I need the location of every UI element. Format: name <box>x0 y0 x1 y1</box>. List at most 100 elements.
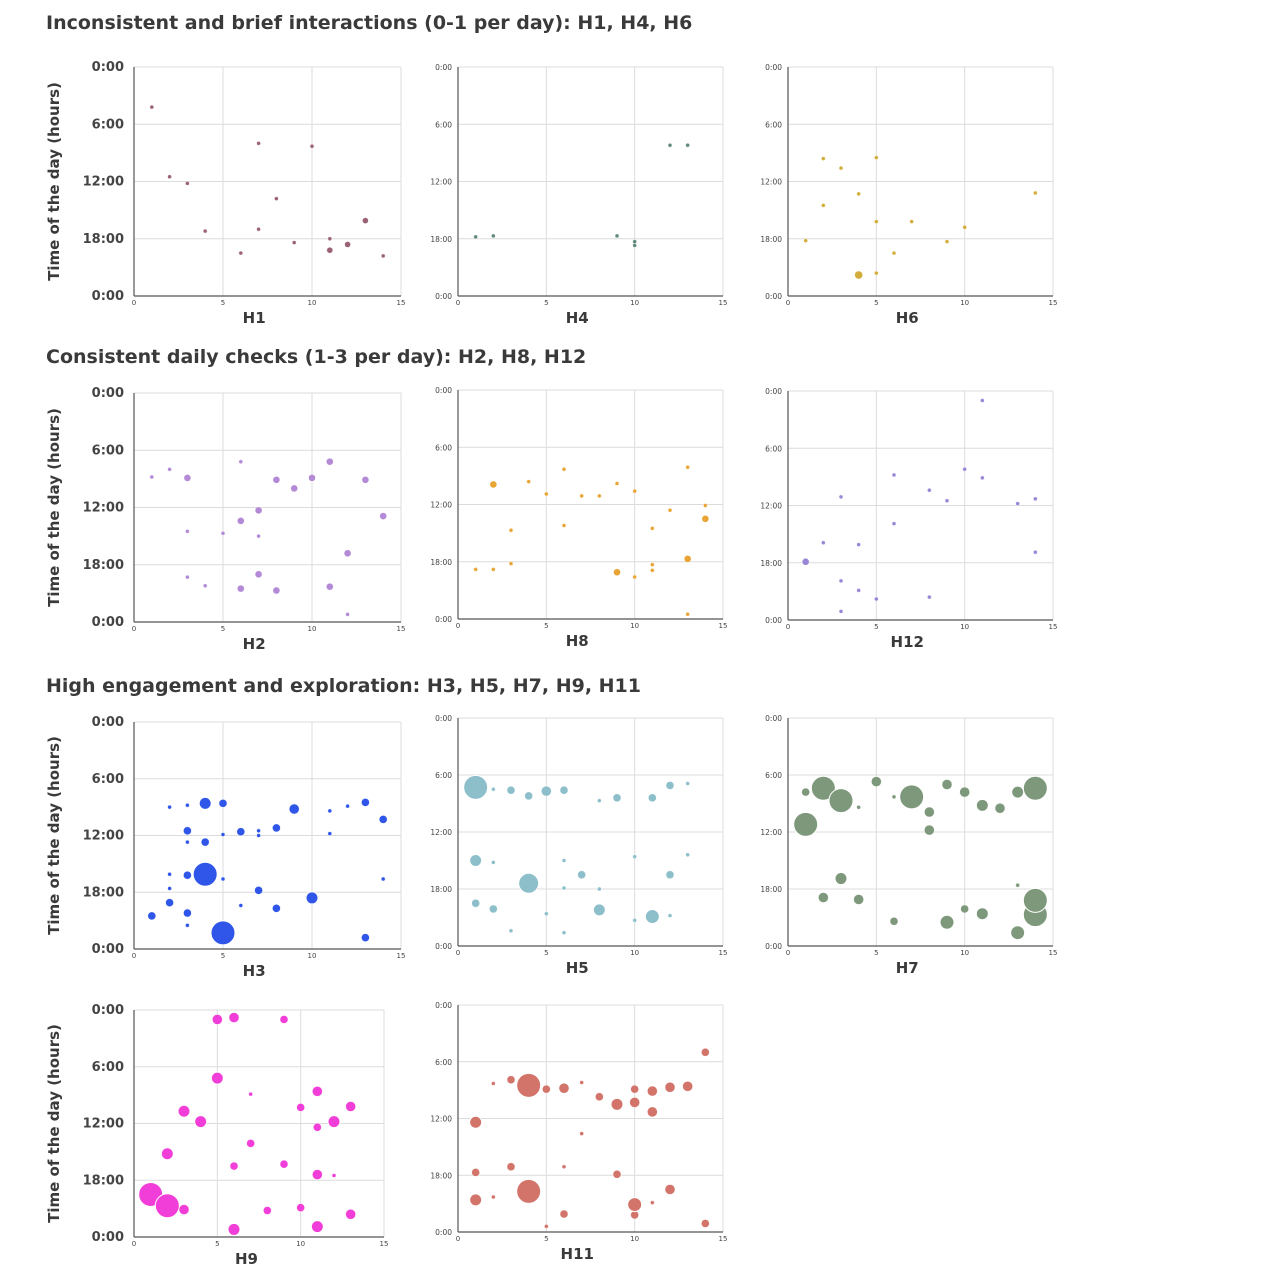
data-point <box>614 481 620 486</box>
data-point <box>178 1204 190 1215</box>
x-tick-label: 0 <box>456 1235 460 1243</box>
data-point <box>962 225 967 230</box>
x-tick-label: 15 <box>719 299 728 307</box>
x-tick-label: 10 <box>960 299 969 307</box>
data-point <box>279 1159 289 1169</box>
data-point <box>629 1097 640 1108</box>
y-tick-label: 12:00 <box>430 501 452 510</box>
data-point <box>272 904 281 913</box>
data-point <box>154 1193 180 1219</box>
data-point <box>627 1197 643 1213</box>
y-tick-label: 12:00 <box>83 175 124 190</box>
panel-label-h2: H2 <box>243 635 266 653</box>
x-tick-label: 0 <box>132 299 136 307</box>
data-point <box>899 784 925 810</box>
data-point <box>994 803 1006 814</box>
x-tick-label: 15 <box>719 1235 728 1243</box>
data-point <box>345 612 350 617</box>
y-tick-label: 18:00 <box>430 885 452 894</box>
data-point <box>309 143 315 149</box>
data-point <box>177 1104 191 1118</box>
data-point <box>1022 775 1048 801</box>
data-point <box>909 219 914 224</box>
data-point <box>610 1097 624 1111</box>
data-point <box>818 892 829 903</box>
scatter-h11: 0:00 6:00 12:00 18:00 0:00 0 5 10 15 H11 <box>430 1001 728 1263</box>
y-tick-label: 12:00 <box>760 178 782 187</box>
data-point <box>559 785 569 795</box>
data-point <box>1015 882 1020 888</box>
data-point <box>254 506 263 515</box>
y-tick-label: 12:00 <box>83 1117 124 1132</box>
data-point <box>630 1084 639 1094</box>
data-point <box>345 803 350 809</box>
data-point <box>541 785 552 797</box>
y-tick-label: 18:00 <box>430 235 452 244</box>
data-point <box>167 886 172 891</box>
y-tick-label: 6:00 <box>92 117 124 132</box>
data-point <box>326 246 333 254</box>
data-point <box>194 1115 208 1129</box>
x-tick-label: 0 <box>132 952 136 960</box>
y-tick-label: 12:00 <box>760 828 782 837</box>
data-point <box>959 786 970 798</box>
data-point <box>975 907 989 921</box>
data-point <box>630 1210 639 1220</box>
data-point <box>874 270 879 276</box>
data-point <box>200 837 210 847</box>
data-point <box>597 798 602 803</box>
panel-label-h6: H6 <box>896 309 919 327</box>
y-tick-label: 12:00 <box>83 501 124 516</box>
data-point <box>632 488 637 494</box>
data-point <box>489 480 498 489</box>
data-point <box>650 562 655 567</box>
data-point <box>327 831 332 836</box>
panel-label-h9: H9 <box>235 1250 258 1268</box>
y-tick-label: 0:00 <box>435 386 452 395</box>
data-point <box>1011 785 1025 799</box>
data-point <box>1033 190 1038 196</box>
data-point <box>683 555 692 563</box>
data-point <box>238 903 244 908</box>
data-point <box>256 141 261 146</box>
data-point <box>331 1173 337 1178</box>
data-point <box>577 870 586 879</box>
x-tick-label: 15 <box>380 1240 389 1248</box>
data-point <box>381 876 386 882</box>
data-point <box>296 1203 305 1212</box>
data-point <box>236 827 246 836</box>
y-tick-label: 18:00 <box>83 885 124 900</box>
data-point <box>632 239 637 244</box>
data-point <box>202 583 208 588</box>
y-tick-label: 18:00 <box>83 232 124 247</box>
data-point <box>506 785 516 795</box>
data-point <box>558 1083 570 1094</box>
data-point <box>279 1015 289 1024</box>
data-point <box>256 828 261 833</box>
y-tick-label: 6:00 <box>435 1058 452 1067</box>
data-point <box>821 156 826 161</box>
data-point <box>889 917 899 926</box>
data-point <box>701 515 710 523</box>
x-tick-label: 15 <box>1049 623 1058 631</box>
data-point <box>944 239 950 244</box>
data-point <box>246 1139 255 1148</box>
data-point <box>801 558 810 566</box>
data-point <box>1015 501 1020 506</box>
data-point <box>202 228 208 234</box>
data-point <box>183 474 192 482</box>
data-point <box>272 823 281 833</box>
data-point <box>469 1193 483 1207</box>
data-point <box>326 457 334 466</box>
data-point <box>506 1162 516 1171</box>
data-point <box>612 1170 622 1179</box>
data-point <box>632 918 637 923</box>
y-axis-label: Time of the day (hours) <box>45 1024 63 1223</box>
data-point <box>167 467 172 472</box>
data-point <box>254 886 263 895</box>
data-point <box>229 1161 239 1171</box>
data-point <box>381 253 386 259</box>
y-tick-label: 6:00 <box>435 771 452 780</box>
data-point <box>272 586 281 595</box>
data-point <box>701 1048 710 1057</box>
